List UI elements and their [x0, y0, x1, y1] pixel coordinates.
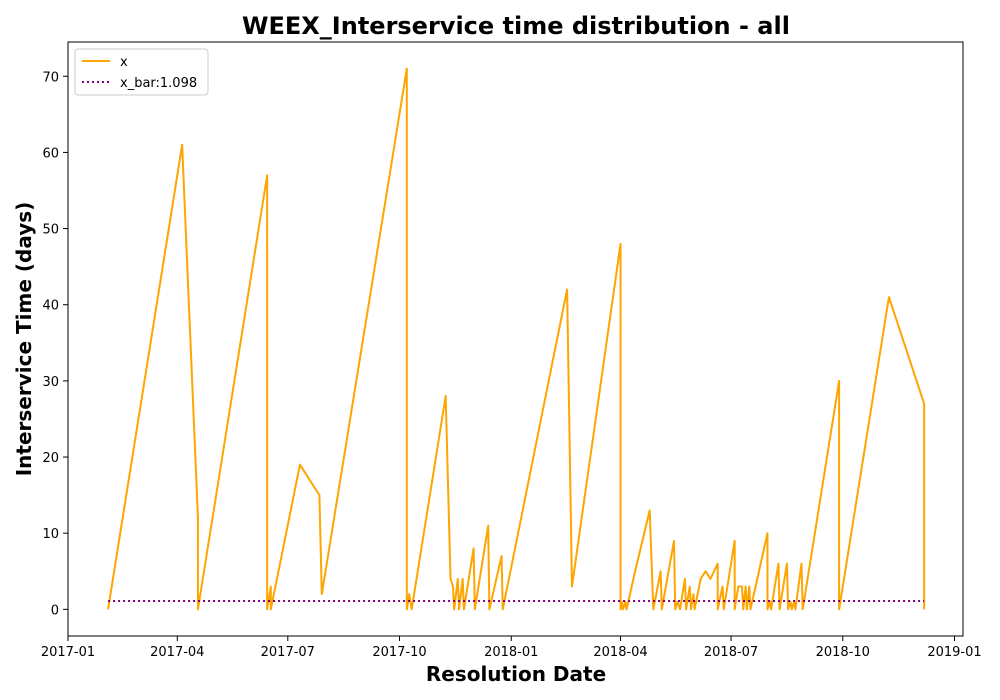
x-tick-label: 2017-04	[150, 645, 204, 660]
x-tick-label: 2019-01	[927, 645, 981, 660]
x-axis: 2017-01 2017-04 2017-07 2017-10 2018-01 2018-…	[41, 636, 982, 660]
x-tick-label: 2018-10	[816, 645, 870, 660]
legend-label-x: x	[120, 55, 128, 70]
y-tick-label: 0	[51, 603, 59, 618]
y-tick-label: 60	[42, 146, 59, 161]
y-tick-label: 10	[42, 527, 59, 542]
x-tick-label: 2018-01	[484, 645, 538, 660]
y-tick-label: 40	[42, 299, 59, 314]
x-tick-label: 2018-04	[593, 645, 647, 660]
y-axis-label: Interservice Time (days)	[12, 202, 36, 477]
legend: x x_bar:1.098	[74, 48, 209, 96]
series-layer	[107, 67, 926, 611]
x-tick-label: 2017-07	[261, 645, 315, 660]
y-tick-label: 70	[42, 70, 59, 85]
plot-area	[67, 41, 964, 637]
y-tick-label: 20	[42, 451, 59, 466]
x-axis-label: Resolution Date	[426, 662, 606, 686]
y-axis: 0 10 20 30 40 50 60 70	[42, 70, 68, 618]
axes-frame	[67, 41, 964, 637]
y-tick-label: 30	[42, 375, 59, 390]
series-line-x	[107, 67, 926, 611]
y-tick-label: 50	[42, 223, 59, 238]
x-tick-label: 2017-10	[372, 645, 426, 660]
x-tick-label: 2017-01	[41, 645, 95, 660]
legend-label-x-bar: x_bar:1.098	[120, 76, 197, 91]
chart-title: WEEX_Interservice time distribution - al…	[242, 12, 790, 40]
x-tick-label: 2018-07	[704, 645, 758, 660]
